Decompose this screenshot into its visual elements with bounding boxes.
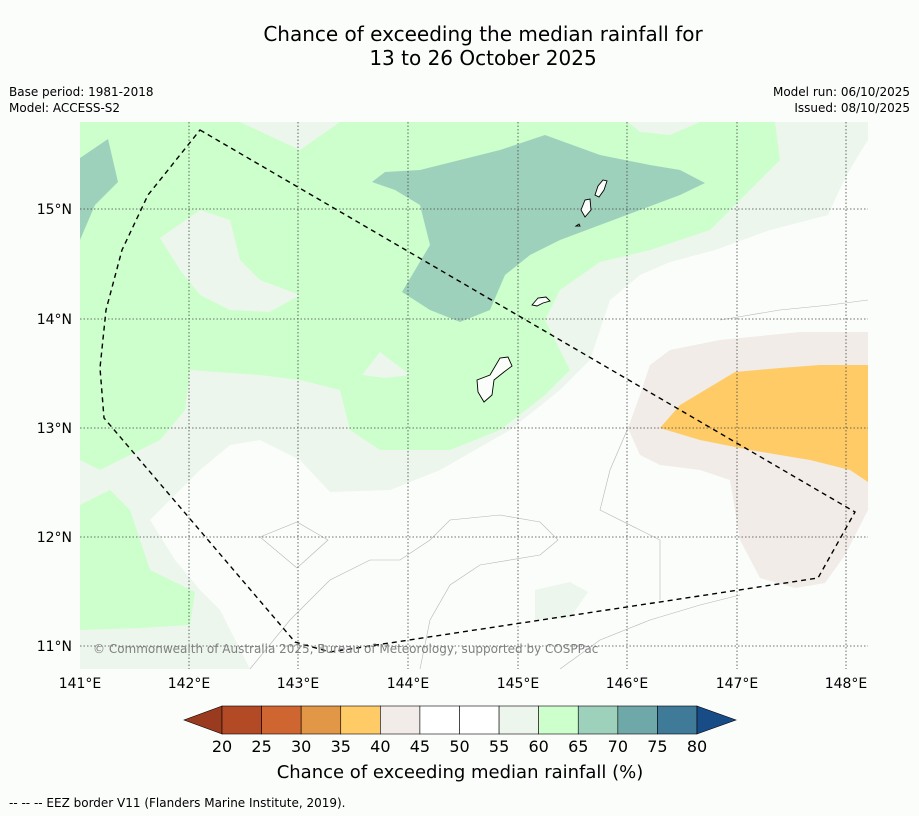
- colorbar-cell-60-65: [538, 705, 579, 735]
- colorbar-tick-70: 70: [608, 737, 628, 756]
- lon-label-142: 142°E: [168, 676, 211, 692]
- rainfall-contour-55-60-island-c: [535, 582, 588, 620]
- colorbar-cell-35-40: [340, 705, 381, 735]
- colorbar-title: Chance of exceeding median rainfall (%): [277, 762, 644, 783]
- colorbar-cell-75-80: [657, 705, 698, 735]
- colorbar-tick-labels: 20 25 30 35 40 45 50 55 60 65 70 75 80: [212, 737, 707, 756]
- colorbar-tick-75: 75: [647, 737, 667, 756]
- lat-label-12: 12°N: [37, 530, 72, 546]
- lat-label-15: 15°N: [37, 202, 72, 218]
- island-rota: [531, 296, 551, 307]
- colorbar-tick-50: 50: [449, 737, 469, 756]
- model-run-text: Model run: 06/10/2025: [772, 85, 910, 99]
- island-tinian: [580, 198, 592, 218]
- colorbar-tick-25: 25: [251, 737, 271, 756]
- colorbar-tick-30: 30: [291, 737, 311, 756]
- colorbar-tick-65: 65: [568, 737, 588, 756]
- eez-border: [99, 129, 856, 653]
- map-gridlines: [80, 122, 868, 669]
- island-saipan: [594, 179, 608, 198]
- lon-label-147: 147°E: [716, 676, 759, 692]
- colorbar-high-extension: [696, 705, 737, 735]
- map-title-line2: 13 to 26 October 2025: [369, 46, 597, 70]
- colorbar-tick-45: 45: [410, 737, 430, 756]
- colorbar-cells: [221, 705, 698, 735]
- colorbar-tick-35: 35: [331, 737, 351, 756]
- model-text: Model: ACCESS-S2: [9, 101, 121, 115]
- colorbar-cell-45-50: [419, 705, 460, 735]
- island-aguijan: [574, 223, 581, 227]
- rainfall-contour-lines: [249, 299, 868, 669]
- meta-left: Base period: 1981-2018 Model: ACCESS-S2: [9, 84, 154, 116]
- meta-right: Model run: 06/10/2025 Issued: 08/10/2025: [773, 84, 910, 116]
- island-guam: [476, 356, 513, 403]
- lon-axis-labels: 141°E 142°E 143°E 144°E 145°E 146°E 147°…: [59, 676, 868, 692]
- map-title-line1: Chance of exceeding the median rainfall …: [263, 22, 703, 46]
- colorbar-tick-20: 20: [212, 737, 232, 756]
- colorbar-cell-50-55: [459, 705, 500, 735]
- rainfall-contour-55-60-island-b: [362, 352, 410, 378]
- colorbar-low-extension: [183, 705, 223, 735]
- map-title: Chance of exceeding the median rainfall …: [0, 22, 919, 70]
- issued-text: Issued: 08/10/2025: [794, 101, 910, 115]
- rainfall-contour-35-40: [660, 365, 868, 482]
- rainfall-contour-55-60-island-d: [628, 122, 700, 135]
- copyright-text: © Commonwealth of Australia 2025, Bureau…: [93, 642, 598, 656]
- rainfall-contour-65-70: [372, 135, 705, 322]
- colorbar-tick-40: 40: [370, 737, 390, 756]
- lon-label-144: 144°E: [387, 676, 430, 692]
- lat-axis-labels: 15°N 14°N 13°N 12°N 11°N: [37, 202, 72, 655]
- base-period-text: Base period: 1981-2018: [9, 85, 154, 99]
- lon-label-148: 148°E: [825, 676, 868, 692]
- lon-label-146: 146°E: [606, 676, 649, 692]
- lon-label-145: 145°E: [497, 676, 540, 692]
- colorbar-tick-80: 80: [687, 737, 707, 756]
- colorbar-cell-20-25: [221, 705, 262, 735]
- rainfall-contour-65-70-west: [80, 139, 118, 240]
- colorbar-cell-25-30: [261, 705, 302, 735]
- colorbar-cell-30-35: [300, 705, 342, 735]
- colorbar-tick-60: 60: [528, 737, 548, 756]
- colorbar-cell-40-45: [380, 705, 421, 735]
- islands: [476, 179, 608, 403]
- colorbar-cell-70-75: [617, 705, 658, 735]
- rainfall-contour-55-60-island-a: [160, 210, 300, 312]
- colorbar-cell-65-70: [577, 705, 619, 735]
- colorbar: 20 25 30 35 40 45 50 55 60 65 70 75 80 Chance of exc…: [183, 705, 737, 783]
- lon-label-143: 143°E: [277, 676, 320, 692]
- colorbar-cell-55-60: [498, 705, 539, 735]
- lat-label-14: 14°N: [37, 312, 72, 328]
- lat-label-13: 13°N: [37, 421, 72, 437]
- lat-label-11: 11°N: [37, 639, 72, 655]
- colorbar-tick-55: 55: [489, 737, 509, 756]
- map-area: [80, 122, 868, 669]
- lon-label-141: 141°E: [59, 676, 102, 692]
- eez-legend-text: -- -- -- EEZ border V11 (Flanders Marine…: [9, 796, 346, 810]
- rainfall-contour-60-65-south: [80, 490, 195, 630]
